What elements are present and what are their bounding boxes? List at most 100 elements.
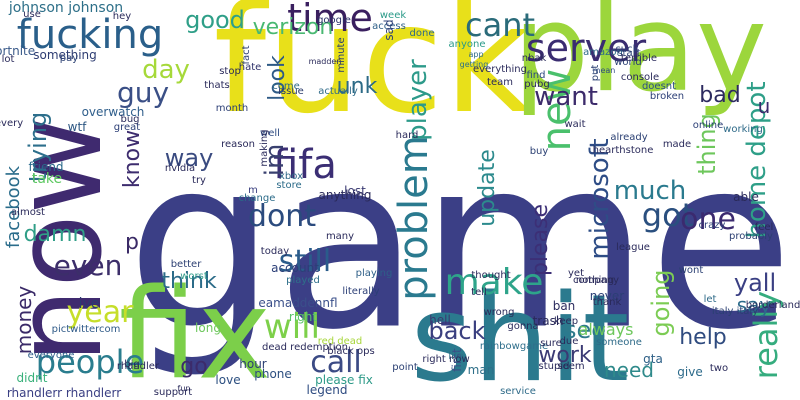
- word-sad: sad: [382, 19, 396, 41]
- word-wait: wait: [564, 119, 586, 130]
- word-fifa: fifa: [273, 142, 337, 188]
- word-rainbowgame: rainbowgame: [479, 341, 549, 352]
- word-getting: getting: [459, 60, 489, 69]
- word-fix: fix: [118, 262, 272, 400]
- word-account: account: [271, 261, 319, 275]
- word-time: time: [287, 0, 373, 40]
- word-say: say: [736, 293, 772, 317]
- word-fuck: fuck: [213, 0, 531, 147]
- word-broken: broken: [649, 91, 685, 102]
- word-microsoft: microsoft: [585, 138, 615, 260]
- word-thank: thank: [592, 297, 622, 308]
- word-rhandlerr-rhandlerr: rhandlerr rhandlerr: [6, 386, 122, 400]
- word-everyone: everyone: [27, 350, 75, 361]
- word-console: console: [620, 72, 660, 83]
- word-good: good: [185, 6, 245, 34]
- word-support: support: [153, 387, 193, 398]
- word-sure: sure: [540, 338, 562, 349]
- word-something: something: [33, 48, 97, 62]
- word-update: update: [475, 149, 500, 227]
- word-everything: everything: [473, 64, 527, 75]
- word-stupid: stupid: [538, 361, 570, 372]
- word-hearthstone: hearthstone: [592, 145, 654, 156]
- word-guy: guy: [116, 76, 170, 109]
- word-league: league: [616, 242, 650, 253]
- word-always: always: [578, 320, 634, 339]
- word-well: well: [260, 128, 280, 139]
- word-money: money: [12, 285, 36, 355]
- word-someone: someone: [596, 337, 642, 348]
- word-month: month: [215, 103, 249, 114]
- word-want: want: [534, 82, 598, 112]
- word-fact: fact: [241, 45, 252, 65]
- word-tell: tell: [471, 287, 487, 298]
- word-call: call: [310, 345, 362, 380]
- word-pictwittercom: pictwittercom: [51, 324, 121, 335]
- word-cant: cant: [464, 6, 536, 44]
- word-store: store: [276, 180, 302, 191]
- word-thats: thats: [204, 80, 230, 91]
- word-gta: gta: [643, 352, 663, 366]
- word-lost: lost: [344, 184, 366, 198]
- word-long: long: [195, 321, 221, 335]
- word-make: make: [444, 262, 544, 303]
- word-access: access: [372, 21, 406, 32]
- word-trash: trash: [532, 314, 564, 328]
- word-anyone: anyone: [448, 39, 486, 50]
- word-borderland: borderland: [745, 300, 800, 311]
- word-gonna: gonna: [507, 321, 539, 332]
- word-bad: bad: [699, 83, 741, 108]
- word-dead-redemption: dead redemption: [262, 342, 348, 353]
- word-much: much: [613, 176, 687, 206]
- word-start: start: [617, 48, 641, 59]
- word-way: way: [164, 144, 214, 172]
- word-hate: hate: [238, 62, 262, 73]
- word-take: take: [31, 171, 63, 187]
- word-help: help: [679, 325, 727, 350]
- word-already: already: [610, 132, 648, 143]
- word-change: change: [238, 193, 276, 204]
- word-hell: hell: [429, 313, 451, 327]
- word-didnt: didnt: [16, 371, 48, 385]
- word-life: life: [448, 351, 464, 362]
- word-google: google: [317, 15, 351, 26]
- word-reason: reason: [221, 139, 255, 150]
- word-black-ops: black ops: [327, 346, 375, 357]
- word-phone: phone: [254, 367, 292, 381]
- word-xbox: xbox: [279, 171, 303, 182]
- word-minute: minute: [336, 37, 347, 73]
- word-got: got: [641, 196, 695, 234]
- word-buy: buy: [529, 146, 549, 157]
- word-today: today: [260, 246, 290, 257]
- word-johnson-johnson: johnson johnson: [8, 0, 124, 16]
- word-fortnite: fortnite: [0, 44, 36, 58]
- word-find: find: [526, 70, 546, 81]
- word-madden: madden: [308, 57, 342, 66]
- word-lot: lot: [1, 54, 15, 65]
- word-love: love: [215, 373, 241, 387]
- word-let: let: [703, 294, 717, 305]
- word-thought: thought: [471, 270, 511, 281]
- word-keep: keep: [553, 316, 579, 327]
- word-two: two: [709, 363, 729, 374]
- word-wtf: wtf: [67, 120, 87, 134]
- word-one: one: [680, 202, 736, 237]
- word-feel: feel: [754, 222, 774, 233]
- word-amazon: amazon: [583, 47, 623, 58]
- word-server: server: [525, 26, 647, 70]
- word-even: even: [53, 249, 123, 282]
- word-unk: unk: [336, 74, 378, 99]
- word-damn: damn: [23, 222, 87, 247]
- word-yall: yall: [733, 269, 777, 297]
- word-fucking: fucking: [16, 12, 164, 58]
- word-doesnt: doesnt: [641, 81, 677, 92]
- word-playing: playing: [355, 268, 393, 279]
- word-due: due: [559, 336, 579, 347]
- word-great: great: [113, 122, 141, 133]
- word-point: point: [392, 362, 418, 373]
- word-red-dead: red dead: [317, 336, 363, 347]
- word-literally: literally: [342, 286, 380, 297]
- word-u: u: [757, 94, 771, 118]
- word-try: try: [192, 175, 206, 186]
- word-work: work: [538, 343, 592, 368]
